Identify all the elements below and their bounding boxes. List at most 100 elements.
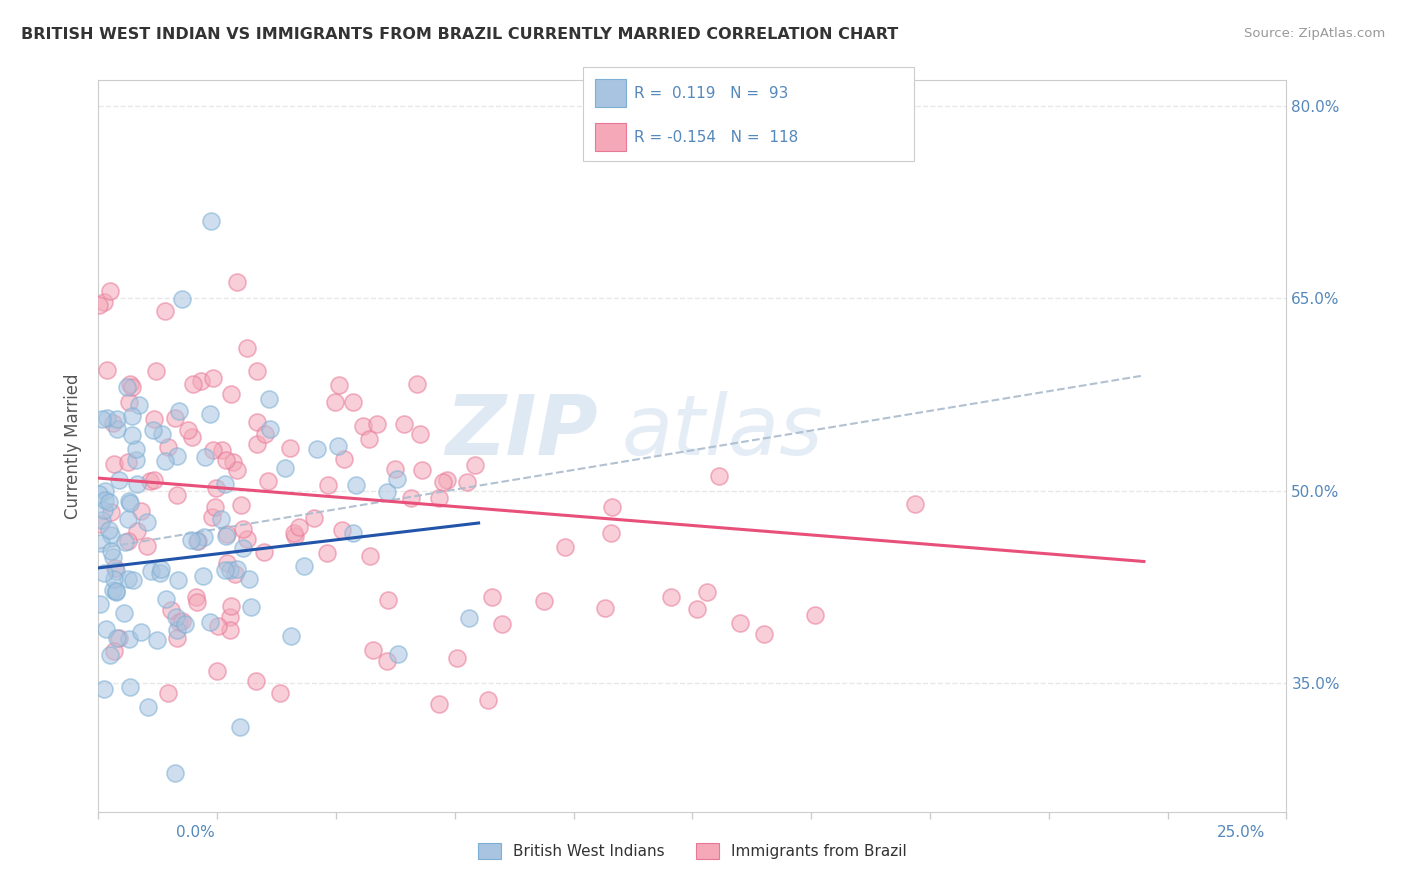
- Point: [401, 491, 423, 506]
- Point: [118, 395, 141, 409]
- Point: [211, 443, 233, 458]
- Point: [180, 533, 202, 547]
- Point: [100, 505, 122, 519]
- Point: [172, 614, 194, 628]
- Point: [229, 498, 252, 512]
- Point: [91, 412, 114, 426]
- Point: [193, 530, 215, 544]
- Point: [96, 363, 118, 377]
- Point: [226, 562, 249, 576]
- Point: [129, 504, 152, 518]
- Point: [187, 533, 209, 548]
- Point: [146, 633, 169, 648]
- Point: [165, 766, 187, 780]
- Point: [200, 407, 222, 421]
- Point: [156, 686, 179, 700]
- Point: [93, 681, 115, 696]
- Point: [103, 457, 125, 471]
- Point: [121, 379, 143, 393]
- Point: [194, 450, 217, 465]
- Point: [190, 374, 212, 388]
- Point: [221, 387, 243, 401]
- Point: [207, 665, 229, 679]
- Point: [135, 515, 157, 529]
- Point: [728, 615, 751, 630]
- Point: [333, 452, 356, 467]
- Point: [143, 473, 166, 487]
- Text: R = -0.154   N =  118: R = -0.154 N = 118: [634, 129, 799, 145]
- Point: [207, 619, 229, 633]
- Point: [98, 648, 121, 662]
- Point: [118, 632, 141, 647]
- Point: [477, 693, 499, 707]
- Point: [160, 603, 183, 617]
- Point: [180, 430, 202, 444]
- Point: [235, 532, 257, 546]
- Point: [155, 453, 177, 467]
- Point: [121, 573, 143, 587]
- Point: [125, 442, 148, 456]
- Point: [659, 590, 682, 604]
- Point: [155, 591, 177, 606]
- Point: [254, 426, 277, 441]
- Point: [114, 535, 136, 549]
- Point: [166, 631, 188, 645]
- Text: 0.0%: 0.0%: [176, 825, 215, 840]
- Point: [121, 409, 143, 423]
- Point: [464, 458, 486, 472]
- Point: [100, 528, 122, 542]
- Point: [97, 495, 120, 509]
- Point: [554, 541, 576, 555]
- Point: [165, 609, 187, 624]
- Point: [427, 491, 450, 505]
- Point: [387, 647, 409, 661]
- Y-axis label: Currently Married: Currently Married: [65, 373, 83, 519]
- Point: [246, 436, 269, 450]
- Point: [236, 341, 259, 355]
- Point: [104, 585, 127, 599]
- Point: [201, 509, 224, 524]
- Point: [136, 699, 159, 714]
- Point: [903, 497, 925, 511]
- Point: [177, 423, 200, 437]
- Point: [232, 522, 254, 536]
- Point: [217, 527, 239, 541]
- Point: [103, 644, 125, 658]
- Point: [150, 426, 173, 441]
- Point: [226, 463, 249, 477]
- Point: [108, 473, 131, 487]
- Point: [409, 426, 432, 441]
- Point: [491, 617, 513, 632]
- Point: [105, 411, 128, 425]
- Point: [707, 469, 730, 483]
- Point: [198, 615, 221, 630]
- Point: [127, 524, 149, 538]
- Point: [392, 417, 415, 432]
- Point: [411, 463, 433, 477]
- Point: [202, 443, 225, 458]
- Point: [170, 292, 193, 306]
- Point: [344, 477, 367, 491]
- Point: [184, 590, 207, 604]
- Point: [752, 626, 775, 640]
- Point: [229, 720, 252, 734]
- Point: [406, 377, 429, 392]
- Point: [274, 461, 297, 475]
- Point: [108, 632, 131, 646]
- Point: [342, 395, 364, 409]
- Point: [115, 379, 138, 393]
- Point: [125, 453, 148, 467]
- Point: [222, 455, 245, 469]
- Point: [305, 442, 328, 456]
- Point: [118, 377, 141, 392]
- Point: [269, 686, 291, 700]
- Point: [287, 520, 309, 534]
- Point: [120, 496, 142, 510]
- Point: [257, 474, 280, 488]
- Text: 25.0%: 25.0%: [1218, 825, 1265, 840]
- Point: [166, 449, 188, 463]
- Point: [202, 371, 225, 385]
- Point: [225, 275, 247, 289]
- Point: [219, 563, 242, 577]
- Point: [121, 428, 143, 442]
